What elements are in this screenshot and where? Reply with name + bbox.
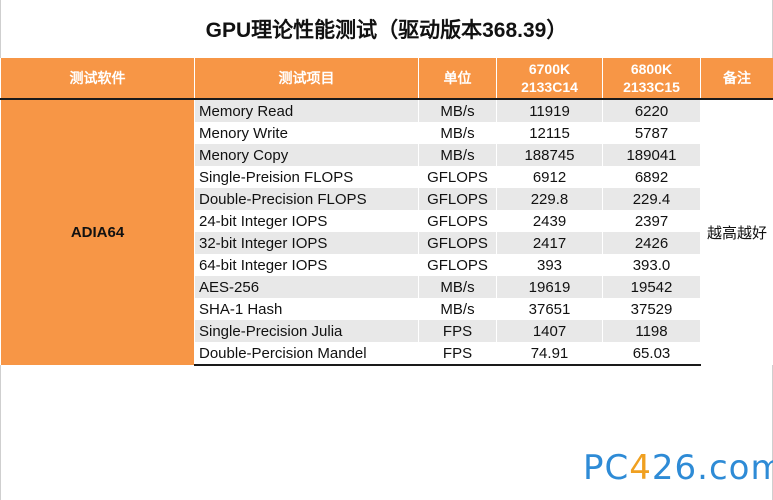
item-cell: SHA-1 Hash <box>194 298 419 320</box>
value-6800k-cell: 229.4 <box>602 188 701 210</box>
value-6700k-cell: 229.8 <box>496 188 603 210</box>
unit-cell: GFLOPS <box>418 254 497 276</box>
table-row: Double-Percision Mandel FPS 74.91 65.03 <box>1 342 773 366</box>
table-row: Menory Write MB/s 12115 5787 <box>1 122 773 144</box>
unit-cell: MB/s <box>418 144 497 166</box>
logo-part-4: 4 <box>629 448 652 488</box>
value-6800k-cell: 2426 <box>602 232 701 254</box>
pc426-watermark-logo: PC 4 26 .com <box>583 446 773 490</box>
value-6700k-cell: 11919 <box>496 99 603 122</box>
note-cell: 越高越好 <box>700 99 773 365</box>
item-cell: Double-Percision Mandel <box>194 342 419 366</box>
table-body: ADIA64 Memory Read MB/s 11919 6220 越高越好 Menory… <box>0 99 773 366</box>
logo-part-com: .com <box>697 448 773 488</box>
item-cell: 24-bit Integer IOPS <box>194 210 419 232</box>
value-6800k-cell: 393.0 <box>602 254 701 276</box>
unit-cell: FPS <box>418 320 497 342</box>
value-6700k-cell: 19619 <box>496 276 603 298</box>
logo-part-26: 26 <box>651 448 698 488</box>
page-title: GPU理论性能测试（驱动版本368.39） <box>0 0 773 59</box>
value-6800k-cell: 65.03 <box>602 342 701 366</box>
value-6800k-cell: 37529 <box>602 298 701 320</box>
unit-cell: MB/s <box>418 122 497 144</box>
header-item: 测试项目 <box>194 58 419 100</box>
table-row: Single-Precision Julia FPS 1407 1198 <box>1 320 773 342</box>
item-cell: AES-256 <box>194 276 419 298</box>
table-row: AES-256 MB/s 19619 19542 <box>1 276 773 298</box>
performance-table: 测试软件 测试项目 单位 6700K 2133C14 6800K 2133C15… <box>0 58 773 366</box>
unit-cell: GFLOPS <box>418 210 497 232</box>
table-row: Single-Preision FLOPS GFLOPS 6912 6892 <box>1 166 773 188</box>
header-software: 测试软件 <box>0 58 195 100</box>
value-6700k-cell: 188745 <box>496 144 603 166</box>
item-cell: Double-Precision FLOPS <box>194 188 419 210</box>
unit-cell: GFLOPS <box>418 232 497 254</box>
header-row: 测试软件 测试项目 单位 6700K 2133C14 6800K 2133C15… <box>0 58 773 100</box>
table-row: Menory Copy MB/s 188745 189041 <box>1 144 773 166</box>
item-cell: Single-Precision Julia <box>194 320 419 342</box>
value-6800k-cell: 6892 <box>602 166 701 188</box>
unit-cell: MB/s <box>418 99 497 122</box>
table-row: 24-bit Integer IOPS GFLOPS 2439 2397 <box>1 210 773 232</box>
value-6800k-cell: 2397 <box>602 210 701 232</box>
value-6800k-cell: 189041 <box>602 144 701 166</box>
header-unit: 单位 <box>418 58 497 100</box>
unit-cell: GFLOPS <box>418 166 497 188</box>
unit-cell: FPS <box>418 342 497 366</box>
header-note: 备注 <box>700 58 773 100</box>
header-6800k: 6800K 2133C15 <box>602 58 701 100</box>
item-cell: 32-bit Integer IOPS <box>194 232 419 254</box>
unit-cell: GFLOPS <box>418 188 497 210</box>
unit-cell: MB/s <box>418 276 497 298</box>
value-6700k-cell: 6912 <box>496 166 603 188</box>
table-row: 64-bit Integer IOPS GFLOPS 393 393.0 <box>1 254 773 276</box>
value-6700k-cell: 12115 <box>496 122 603 144</box>
item-cell: Memory Read <box>194 99 419 122</box>
value-6800k-cell: 1198 <box>602 320 701 342</box>
value-6700k-cell: 393 <box>496 254 603 276</box>
table-row: ADIA64 Memory Read MB/s 11919 6220 越高越好 <box>0 99 773 365</box>
item-cell: Menory Copy <box>194 144 419 166</box>
value-6800k-cell: 5787 <box>602 122 701 144</box>
value-6700k-cell: 2439 <box>496 210 603 232</box>
header-6800k-memory: 2133C15 <box>623 79 680 95</box>
software-cell: ADIA64 <box>0 99 195 365</box>
value-6700k-cell: 1407 <box>496 320 603 342</box>
header-6800k-model: 6800K <box>630 61 673 77</box>
value-6700k-cell: 37651 <box>496 298 603 320</box>
header-6700k-model: 6700K <box>528 61 571 77</box>
table-row: Double-Precision FLOPS GFLOPS 229.8 229.4 <box>1 188 773 210</box>
item-cell: 64-bit Integer IOPS <box>194 254 419 276</box>
unit-cell: MB/s <box>418 298 497 320</box>
logo-part-pc: PC <box>583 448 630 488</box>
header-6700k: 6700K 2133C14 <box>496 58 603 100</box>
value-6700k-cell: 74.91 <box>496 342 603 366</box>
value-6800k-cell: 6220 <box>602 99 701 122</box>
table-row: 32-bit Integer IOPS GFLOPS 2417 2426 <box>1 232 773 254</box>
item-cell: Menory Write <box>194 122 419 144</box>
table-row: SHA-1 Hash MB/s 37651 37529 <box>1 298 773 320</box>
value-6700k-cell: 2417 <box>496 232 603 254</box>
value-6800k-cell: 19542 <box>602 276 701 298</box>
item-cell: Single-Preision FLOPS <box>194 166 419 188</box>
header-6700k-memory: 2133C14 <box>521 79 578 95</box>
